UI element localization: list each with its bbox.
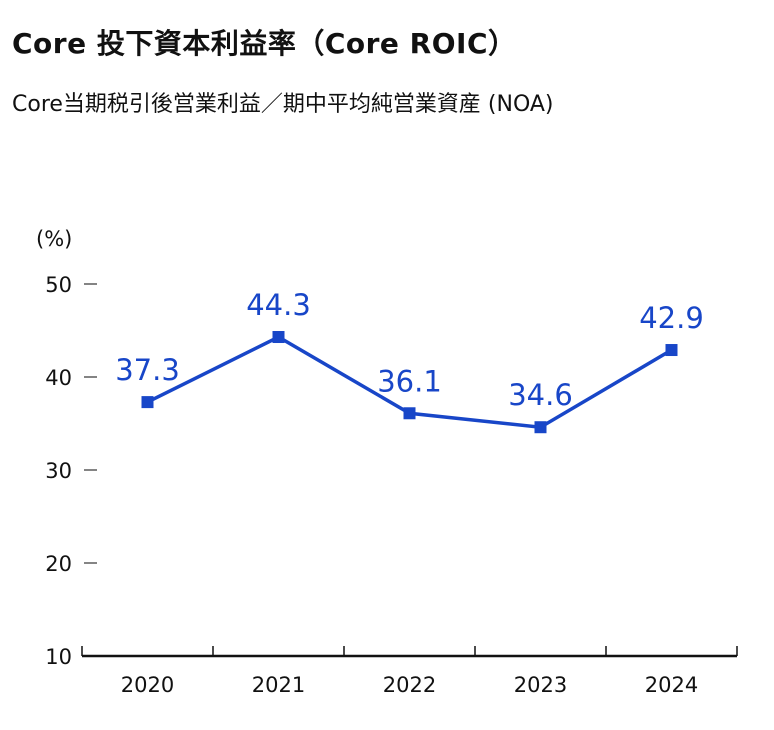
x-tick-label: 2022 xyxy=(383,673,436,697)
data-point-marker xyxy=(141,396,154,409)
y-tick-label: 20 xyxy=(45,552,72,576)
chart-title: Core 投下資本利益率（Core ROIC） xyxy=(12,27,517,60)
y-tick-label: 30 xyxy=(45,459,72,483)
data-point-marker xyxy=(272,331,285,344)
x-tick-label: 2024 xyxy=(645,673,698,697)
x-tick-label: 2021 xyxy=(252,673,305,697)
x-tick-label: 2020 xyxy=(121,673,174,697)
data-point-marker xyxy=(534,421,547,434)
data-point-marker xyxy=(403,407,416,420)
y-tick-label: 50 xyxy=(45,273,72,297)
data-label: 34.6 xyxy=(508,378,573,412)
chart-subtitle: Core当期税引後営業利益／期中平均純営業資産 (NOA) xyxy=(12,92,554,117)
data-label: 37.3 xyxy=(115,353,180,387)
x-tick-label: 2023 xyxy=(514,673,567,697)
y-tick-label: 10 xyxy=(45,645,72,669)
data-point-marker xyxy=(665,344,678,357)
data-label: 42.9 xyxy=(639,301,704,335)
data-label: 44.3 xyxy=(246,288,311,322)
y-axis-unit-label: (%) xyxy=(36,227,72,251)
data-label: 36.1 xyxy=(377,364,442,398)
y-tick-label: 40 xyxy=(45,366,72,390)
